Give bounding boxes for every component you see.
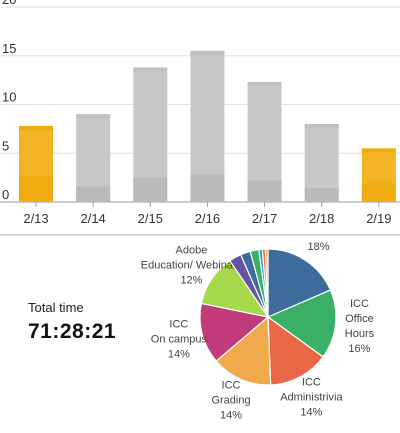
x-tick-label: 2/13 xyxy=(23,211,48,226)
x-tick-label: 2/14 xyxy=(80,211,105,226)
bar-cap xyxy=(76,114,111,119)
total-time-label: Total time xyxy=(28,300,84,315)
pie-slice[interactable] xyxy=(264,248,269,318)
pie-label-text: On campus xyxy=(151,333,208,345)
bar-lower-segment xyxy=(76,186,111,202)
y-tick-label: 20 xyxy=(2,0,16,7)
pie-slice-label: ICC Administrivia 14% xyxy=(280,377,343,419)
pie-slice[interactable] xyxy=(267,248,332,318)
pie-label-text: Administrivia xyxy=(280,392,343,404)
pie-label-percent: 14% xyxy=(168,348,190,360)
pie-label-text: ICC xyxy=(302,377,321,389)
pie-slice-label: eMail 18% xyxy=(305,236,331,253)
pie-label-text: ICC xyxy=(350,298,369,310)
bar-cap xyxy=(19,125,53,130)
bar-shade xyxy=(361,183,396,202)
pie-label-text: Office xyxy=(345,313,374,325)
pie-label-text: Education/ Webinars xyxy=(141,259,243,271)
pie-label-text: Hours xyxy=(345,328,375,340)
pie-slice[interactable] xyxy=(215,315,272,386)
pie-slice-label: ICC Office Hours 16% xyxy=(345,298,375,355)
total-time-panel: Total time 71:28:21 xyxy=(28,300,116,344)
bar-lower-segment xyxy=(190,174,225,202)
pie-slice[interactable] xyxy=(199,302,270,362)
category-pie-chart: eMail 18% ICC Office Hours 16% ICC Administrivi… xyxy=(141,236,375,422)
y-tick-label: 0 xyxy=(2,187,9,202)
bar-cap xyxy=(247,82,282,87)
bar-shade xyxy=(19,175,53,202)
pie-slice-label: Adobe Education/ Webinars 12% xyxy=(141,244,243,286)
pie-slice[interactable] xyxy=(266,289,337,358)
y-tick-label: 15 xyxy=(2,41,16,56)
pie-label-text: ICC xyxy=(222,380,241,392)
bar-cap xyxy=(190,50,225,55)
total-time-value: 71:28:21 xyxy=(28,320,117,343)
bar-cap xyxy=(361,148,396,153)
pie-label-percent: 16% xyxy=(348,343,370,355)
pie-label-text: Adobe xyxy=(176,244,208,256)
y-tick-label: 10 xyxy=(2,90,16,105)
y-tick-label: 5 xyxy=(2,138,9,153)
x-tick-label: 2/15 xyxy=(138,211,163,226)
pie-slice[interactable] xyxy=(267,315,324,386)
x-tick-label: 2/16 xyxy=(195,211,220,226)
pie-slice-label: ICC On campus 14% xyxy=(151,318,208,360)
pie-label-percent: 14% xyxy=(300,407,322,419)
pie-label-text: Grading xyxy=(211,395,250,407)
daily-time-bar-chart: 0 5 10 15 20 2/13 2/14 2/15 2/16 2/17 2/18 2/19 xyxy=(0,0,400,226)
pie-label-text: ICC xyxy=(169,318,188,330)
bar-cap xyxy=(304,124,339,128)
pie-label-text: eMail xyxy=(305,236,331,238)
bar-cap xyxy=(133,67,168,72)
section-divider xyxy=(0,234,400,236)
x-tick-label: 2/18 xyxy=(309,211,334,226)
bar-lower-segment xyxy=(247,180,282,202)
x-tick-label: 2/17 xyxy=(252,211,277,226)
pie-label-percent: 14% xyxy=(220,410,242,422)
pie-label-percent: 18% xyxy=(308,241,330,253)
bar-lower-segment xyxy=(304,188,339,202)
bar-lower-segment xyxy=(133,177,168,202)
pie-label-percent: 12% xyxy=(180,274,202,286)
pie-slice-label: ICC Grading 14% xyxy=(211,380,250,422)
x-tick-label: 2/19 xyxy=(366,211,391,226)
